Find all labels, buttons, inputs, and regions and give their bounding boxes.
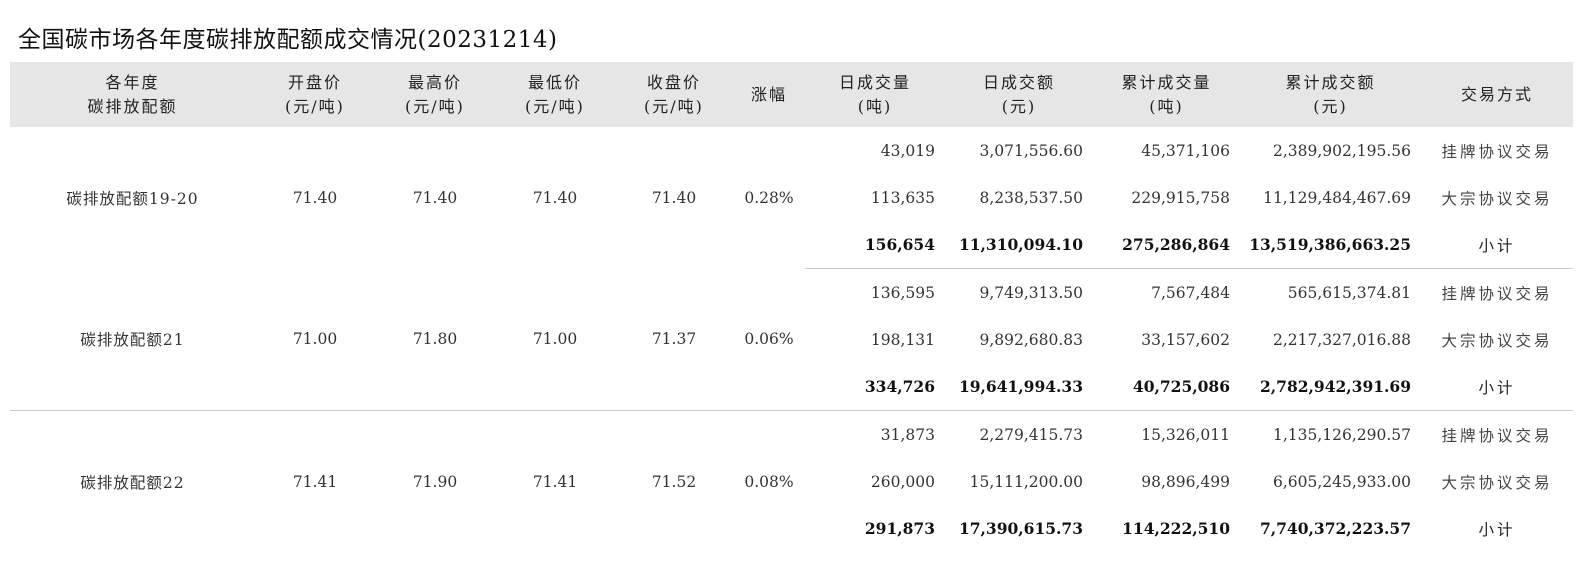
header-daily-amount: 日成交额 (元)	[945, 62, 1093, 127]
header-daily-volume: 日成交量 (吨)	[805, 62, 945, 127]
daily-amount-subtotal: 19,641,994.33	[945, 363, 1093, 411]
low-price: 71.40	[532, 188, 578, 207]
subtotal-label: 小计	[1478, 520, 1516, 539]
daily-amount: 9,749,313.50	[979, 283, 1083, 302]
change-percent: 0.28%	[744, 188, 794, 207]
group-name: 碳排放配额21	[10, 268, 255, 411]
header-close-price: 收盘价 (元/吨)	[615, 62, 733, 127]
table-row: 碳排放配额22 71.41 71.90 71.41 71.52 0.08% 31…	[10, 411, 1573, 492]
daily-volume: 113,635	[870, 188, 935, 207]
high-price: 71.80	[375, 268, 495, 411]
close-price: 71.37	[615, 268, 733, 411]
trade-mode: 大宗协议交易	[1441, 189, 1553, 208]
subtotal-label: 小计	[1421, 221, 1573, 269]
cum-volume-subtotal: 275,286,864	[1093, 221, 1240, 269]
open-price: 71.41	[292, 472, 338, 491]
cum-volume-subtotal: 114,222,510	[1122, 519, 1230, 538]
change-percent: 0.08%	[744, 472, 794, 491]
table-row: 198,131 9,892,680.83 33,157,602 2,217,32…	[10, 316, 1573, 363]
daily-amount-subtotal: 11,310,094.10	[945, 221, 1093, 269]
low-price: 71.41	[532, 472, 578, 491]
daily-amount: 8,238,537.50	[979, 188, 1083, 207]
cum-amount: 565,615,374.81	[1287, 283, 1411, 302]
subtotal-row: 156,654 11,310,094.10 275,286,864 13,519…	[10, 221, 1573, 269]
header-high-price: 最高价 (元/吨)	[375, 62, 495, 127]
daily-volume-subtotal: 156,654	[805, 221, 945, 269]
cum-volume: 7,567,484	[1151, 283, 1230, 302]
group-name: 碳排放配额22	[80, 473, 185, 492]
table-row: 碳排放配额19-20 71.40 71.40 71.40 71.40 0.28%…	[10, 127, 1573, 208]
trade-mode: 挂牌协议交易	[1441, 142, 1553, 161]
low-price: 71.00	[495, 268, 615, 411]
table-row: 113,635 8,238,537.50 229,915,758 11,129,…	[10, 174, 1573, 221]
header-change: 涨幅	[733, 62, 805, 127]
daily-amount: 2,279,415.73	[979, 425, 1083, 444]
table-row: 碳排放配额21 71.00 71.80 71.00 71.37 0.06% 13…	[10, 268, 1573, 411]
close-price: 71.52	[651, 472, 697, 491]
daily-amount: 3,071,556.60	[979, 141, 1083, 160]
carbon-quota-table: 各年度 碳排放配额 开盘价 (元/吨) 最高价 (元/吨) 最低价 (元/吨) …	[10, 62, 1573, 552]
group-name: 碳排放配额19-20	[66, 189, 199, 208]
daily-volume: 198,131	[870, 330, 935, 349]
subtotal-row: 291,873 17,390,615.73 114,222,510 7,740,…	[10, 505, 1573, 552]
cum-amount: 6,605,245,933.00	[1272, 472, 1411, 491]
daily-amount: 9,892,680.83	[979, 330, 1083, 349]
subtotal-label: 小计	[1421, 363, 1573, 411]
header-trade-mode: 交易方式	[1421, 62, 1573, 127]
header-cum-amount: 累计成交额 (元)	[1240, 62, 1421, 127]
daily-amount-subtotal: 17,390,615.73	[958, 519, 1083, 538]
open-price: 71.00	[255, 268, 375, 411]
cum-amount: 1,135,126,290.57	[1272, 425, 1411, 444]
change-percent: 0.06%	[733, 268, 805, 411]
cum-volume-subtotal: 40,725,086	[1093, 363, 1240, 411]
header-year: 各年度 碳排放配额	[10, 62, 255, 127]
cum-amount-subtotal: 13,519,386,663.25	[1240, 221, 1421, 269]
cum-volume: 229,915,758	[1131, 188, 1230, 207]
daily-volume: 260,000	[870, 472, 935, 491]
high-price: 71.90	[412, 472, 458, 491]
trade-mode: 挂牌协议交易	[1441, 426, 1553, 445]
daily-volume-subtotal: 291,873	[864, 519, 935, 538]
daily-volume: 31,873	[880, 425, 935, 444]
cum-amount-subtotal: 2,782,942,391.69	[1240, 363, 1421, 411]
open-price: 71.40	[292, 188, 338, 207]
daily-volume: 136,595	[870, 283, 935, 302]
cum-amount: 11,129,484,467.69	[1263, 188, 1411, 207]
trade-mode: 大宗协议交易	[1441, 473, 1553, 492]
header-cum-volume: 累计成交量 (吨)	[1093, 62, 1240, 127]
header-low-price: 最低价 (元/吨)	[495, 62, 615, 127]
cum-volume: 33,157,602	[1141, 330, 1230, 349]
cum-volume: 98,896,499	[1141, 472, 1230, 491]
cum-amount-subtotal: 7,740,372,223.57	[1259, 519, 1411, 538]
trade-mode: 大宗协议交易	[1441, 331, 1553, 350]
page-title: 全国碳市场各年度碳排放配额成交情况(20231214)	[18, 27, 558, 53]
subtotal-row: 334,726 19,641,994.33 40,725,086 2,782,9…	[10, 363, 1573, 411]
daily-volume: 43,019	[880, 141, 935, 160]
header-open-price: 开盘价 (元/吨)	[255, 62, 375, 127]
table-header-row: 各年度 碳排放配额 开盘价 (元/吨) 最高价 (元/吨) 最低价 (元/吨) …	[10, 62, 1573, 127]
table-row: 260,000 15,111,200.00 98,896,499 6,605,2…	[10, 458, 1573, 505]
cum-volume: 45,371,106	[1141, 141, 1230, 160]
cum-volume: 15,326,011	[1141, 425, 1230, 444]
close-price: 71.40	[651, 188, 697, 207]
daily-amount: 15,111,200.00	[969, 472, 1083, 491]
trade-mode: 挂牌协议交易	[1441, 284, 1553, 303]
high-price: 71.40	[412, 188, 458, 207]
daily-volume-subtotal: 334,726	[805, 363, 945, 411]
cum-amount: 2,217,327,016.88	[1272, 330, 1411, 349]
cum-amount: 2,389,902,195.56	[1272, 141, 1411, 160]
